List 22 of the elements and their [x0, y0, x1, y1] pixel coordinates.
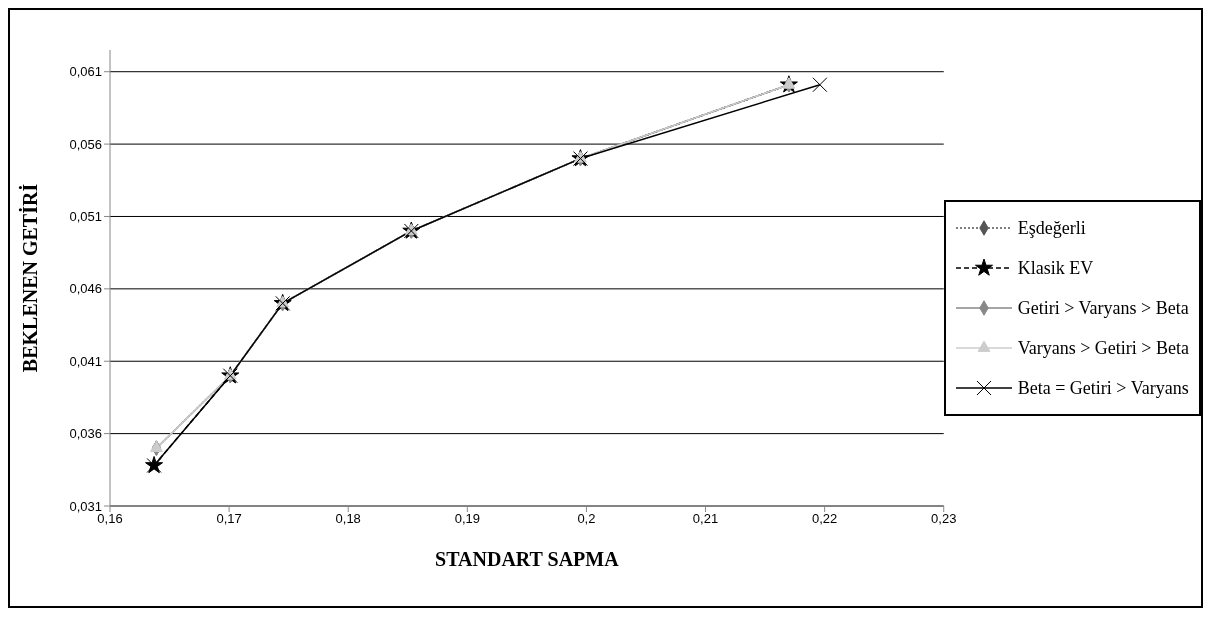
x-tick-label: 0,22 — [811, 511, 838, 527]
x-tick-label: 0,16 — [97, 511, 123, 527]
legend-label: Klasik EV — [1017, 257, 1094, 280]
y-tick-label: 0,046 — [69, 281, 102, 297]
legend-label: Getiri > Varyans > Beta — [1017, 297, 1189, 320]
legend-label: Eşdeğerli — [1017, 217, 1086, 240]
y-tick-label: 0,061 — [69, 64, 102, 80]
x-tick-label: 0,19 — [454, 511, 480, 527]
x-tick-label: 0,23 — [931, 511, 957, 527]
x-tick-label: 0,17 — [216, 511, 242, 527]
y-tick-label: 0,036 — [69, 426, 102, 442]
legend-label: Beta = Getiri > Varyans — [1017, 377, 1189, 400]
x-tick-label: 0,21 — [692, 511, 719, 527]
y-tick-label: 0,056 — [69, 136, 102, 152]
x-axis-title: STANDART SAPMA — [435, 548, 620, 570]
x-tick-label: 0,18 — [335, 511, 361, 527]
legend-label: Varyans > Getiri > Beta — [1017, 337, 1189, 360]
y-tick-label: 0,031 — [69, 498, 102, 514]
y-axis-title: BEKLENEN GETİRİ — [18, 183, 42, 373]
x-tick-label: 0,2 — [577, 511, 596, 527]
y-tick-label: 0,051 — [69, 209, 102, 225]
y-tick-label: 0,041 — [69, 353, 102, 369]
